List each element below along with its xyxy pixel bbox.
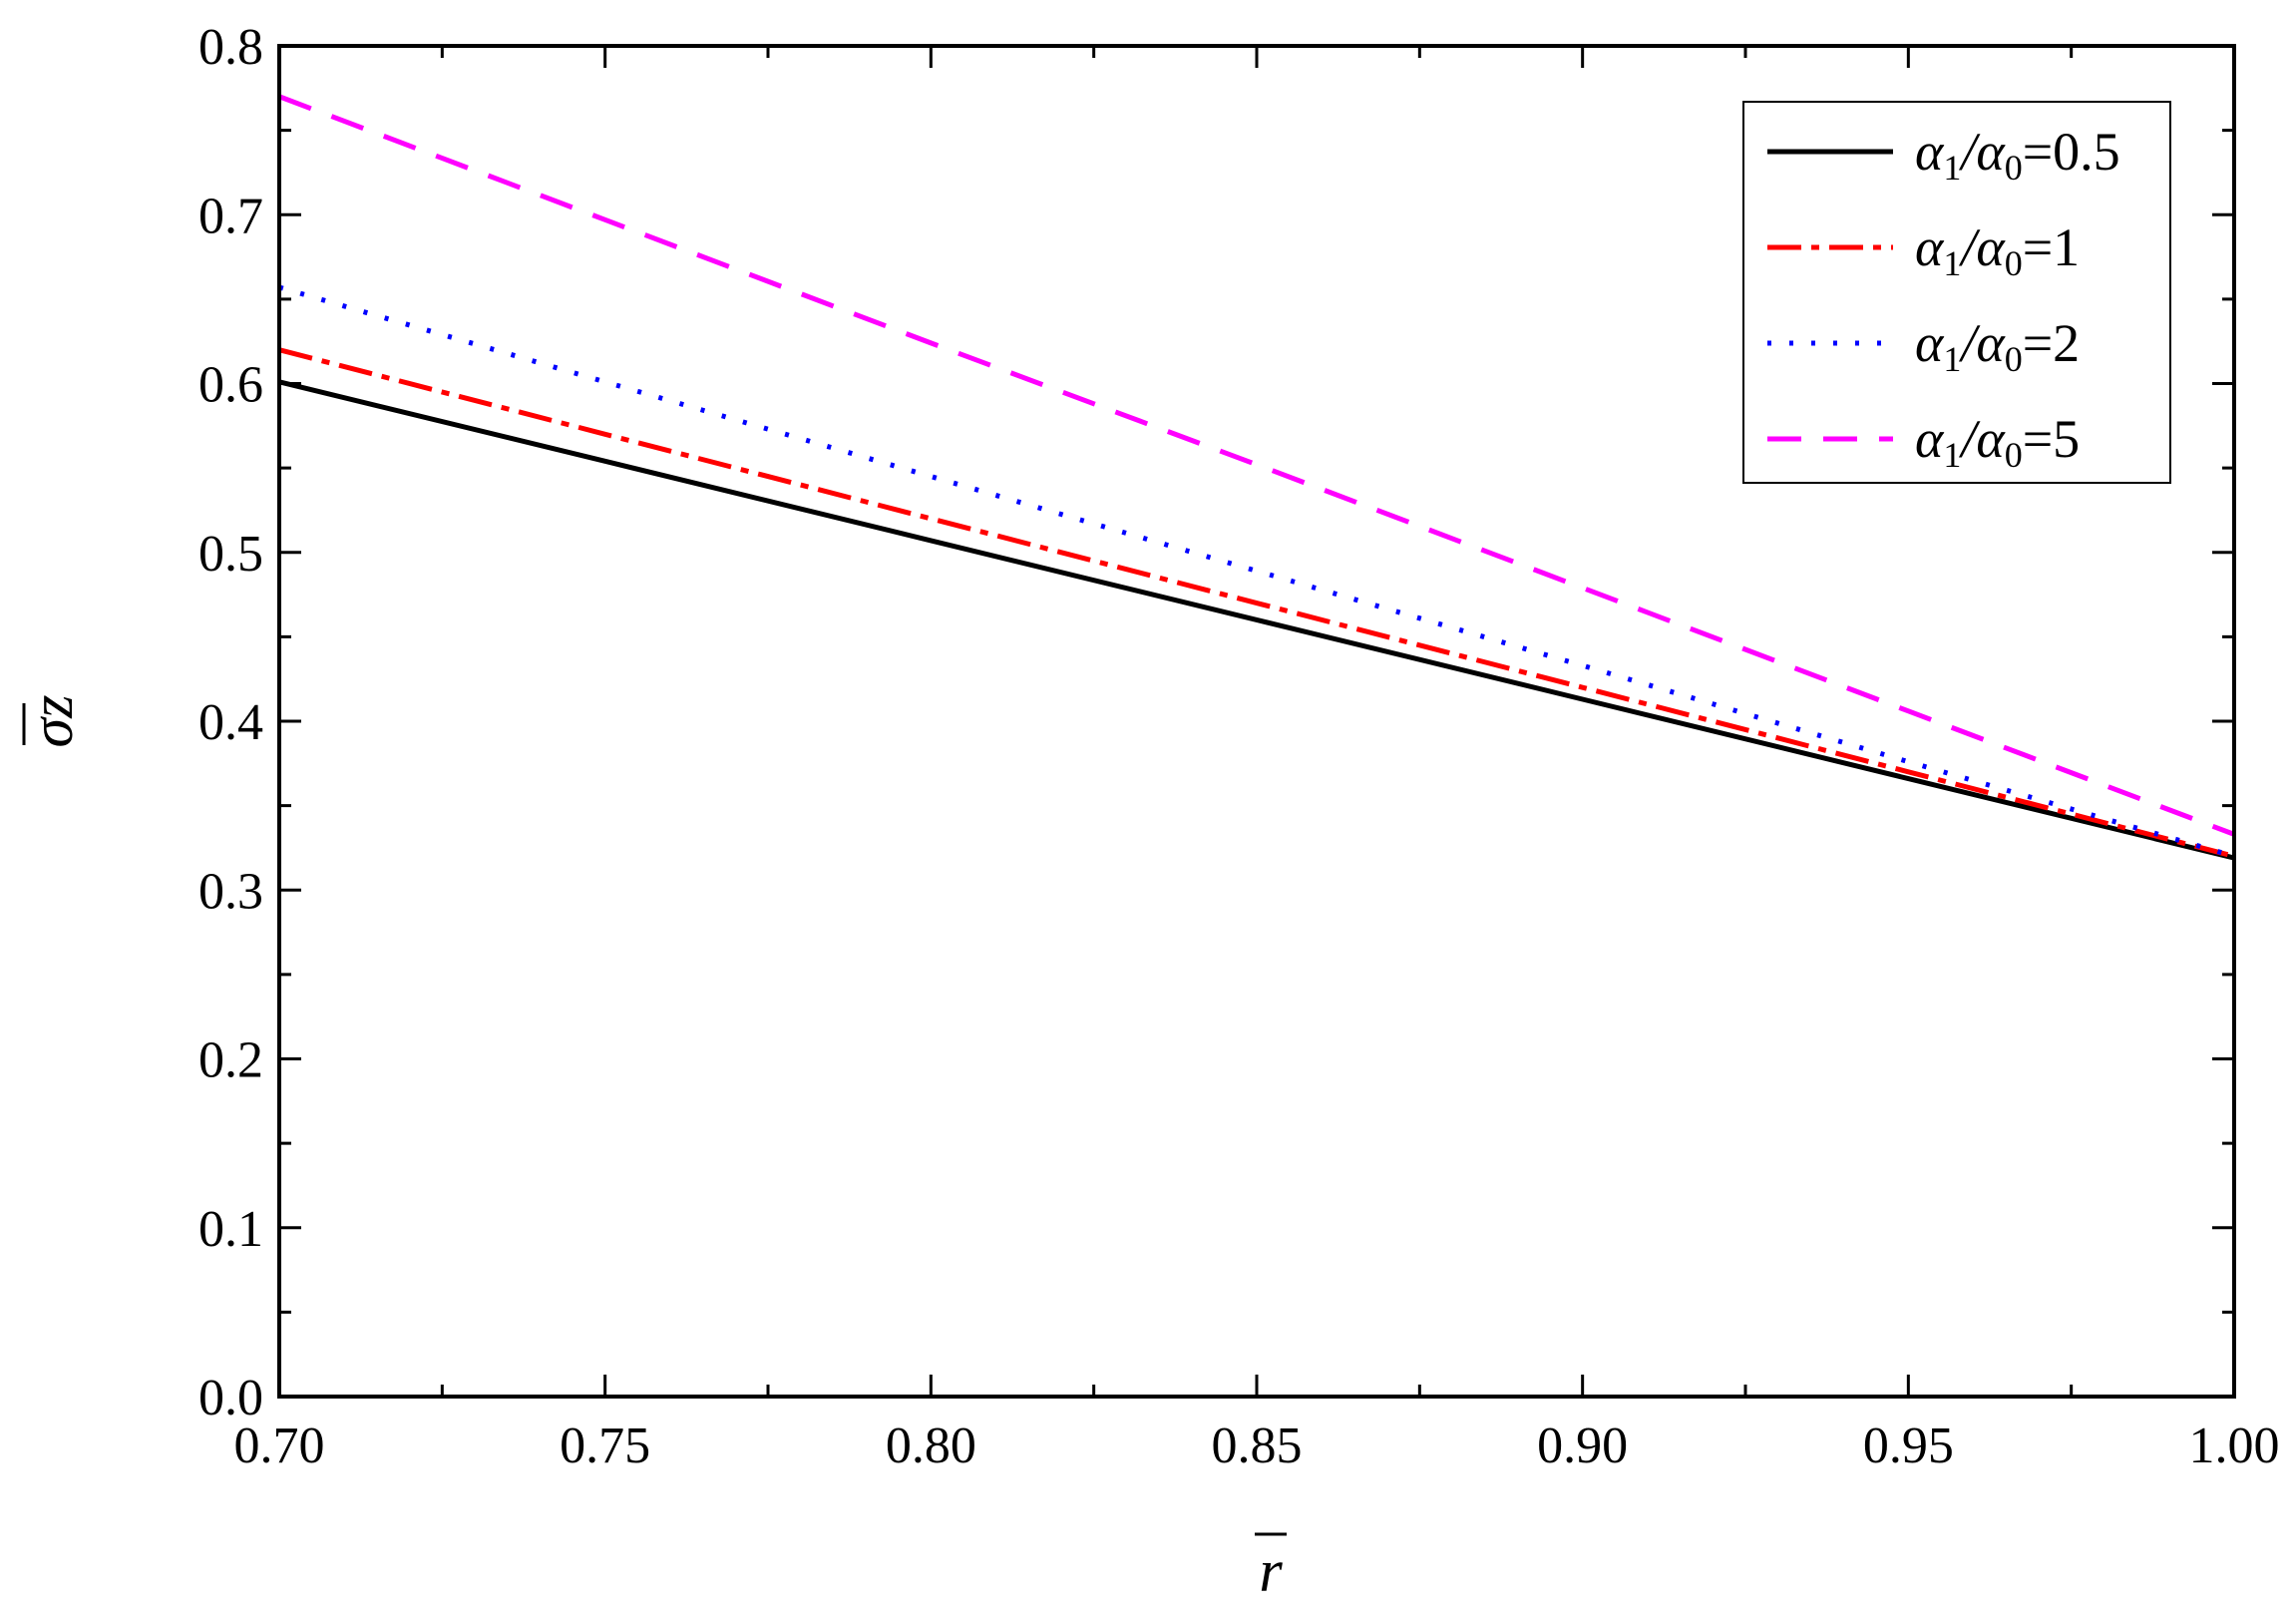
y-tick-label: 0.6 — [198, 357, 263, 414]
legend-label-4: α1/α0=5 — [1915, 409, 2080, 475]
y-tick-label: 0.7 — [198, 188, 263, 244]
y-tick-label: 0.5 — [198, 526, 263, 583]
x-tick-label: 0.80 — [886, 1417, 976, 1474]
series-line-4 — [278, 94, 2235, 837]
legend: α1/α0=0.5 α1/α0=1 α1/α0=2 α1/α0=5 — [1742, 101, 2171, 484]
x-tick-label: 0.85 — [1212, 1417, 1303, 1474]
y-tick-label: 0.2 — [198, 1032, 263, 1089]
x-tick-label: 1.00 — [2189, 1417, 2280, 1474]
x-axis-label: r — [1255, 1532, 1287, 1604]
axis-ticks — [277, 44, 2236, 1399]
series-line-1 — [278, 379, 2235, 861]
y-axis-label-text: σz — [19, 695, 85, 748]
y-tick-label: 0.4 — [198, 694, 263, 751]
plot-area — [278, 94, 2235, 861]
series-line-2 — [278, 347, 2235, 859]
x-tick-label: 0.75 — [560, 1417, 650, 1474]
y-tick-label: 0.8 — [198, 19, 263, 76]
legend-box — [1742, 101, 2171, 484]
x-tick-label: 0.95 — [1863, 1417, 1954, 1474]
x-tick-labels: 0.70 0.75 0.80 0.85 0.90 0.95 1.00 — [234, 1417, 2280, 1474]
y-tick-label: 0.0 — [198, 1370, 263, 1426]
legend-label-2: α1/α0=1 — [1915, 217, 2080, 283]
x-tick-label: 0.70 — [234, 1417, 325, 1474]
x-axis-label-text: r — [1259, 1538, 1283, 1604]
x-tick-label: 0.90 — [1537, 1417, 1628, 1474]
legend-label-1: α1/α0=0.5 — [1915, 122, 2120, 188]
y-tick-label: 0.1 — [198, 1201, 263, 1258]
y-tick-labels: 0.0 0.1 0.2 0.3 0.4 0.5 0.6 0.7 0.8 — [198, 19, 263, 1426]
y-tick-label: 0.3 — [198, 863, 263, 920]
y-axis-label: σz — [19, 695, 85, 748]
legend-label-3: α1/α0=2 — [1915, 313, 2080, 379]
